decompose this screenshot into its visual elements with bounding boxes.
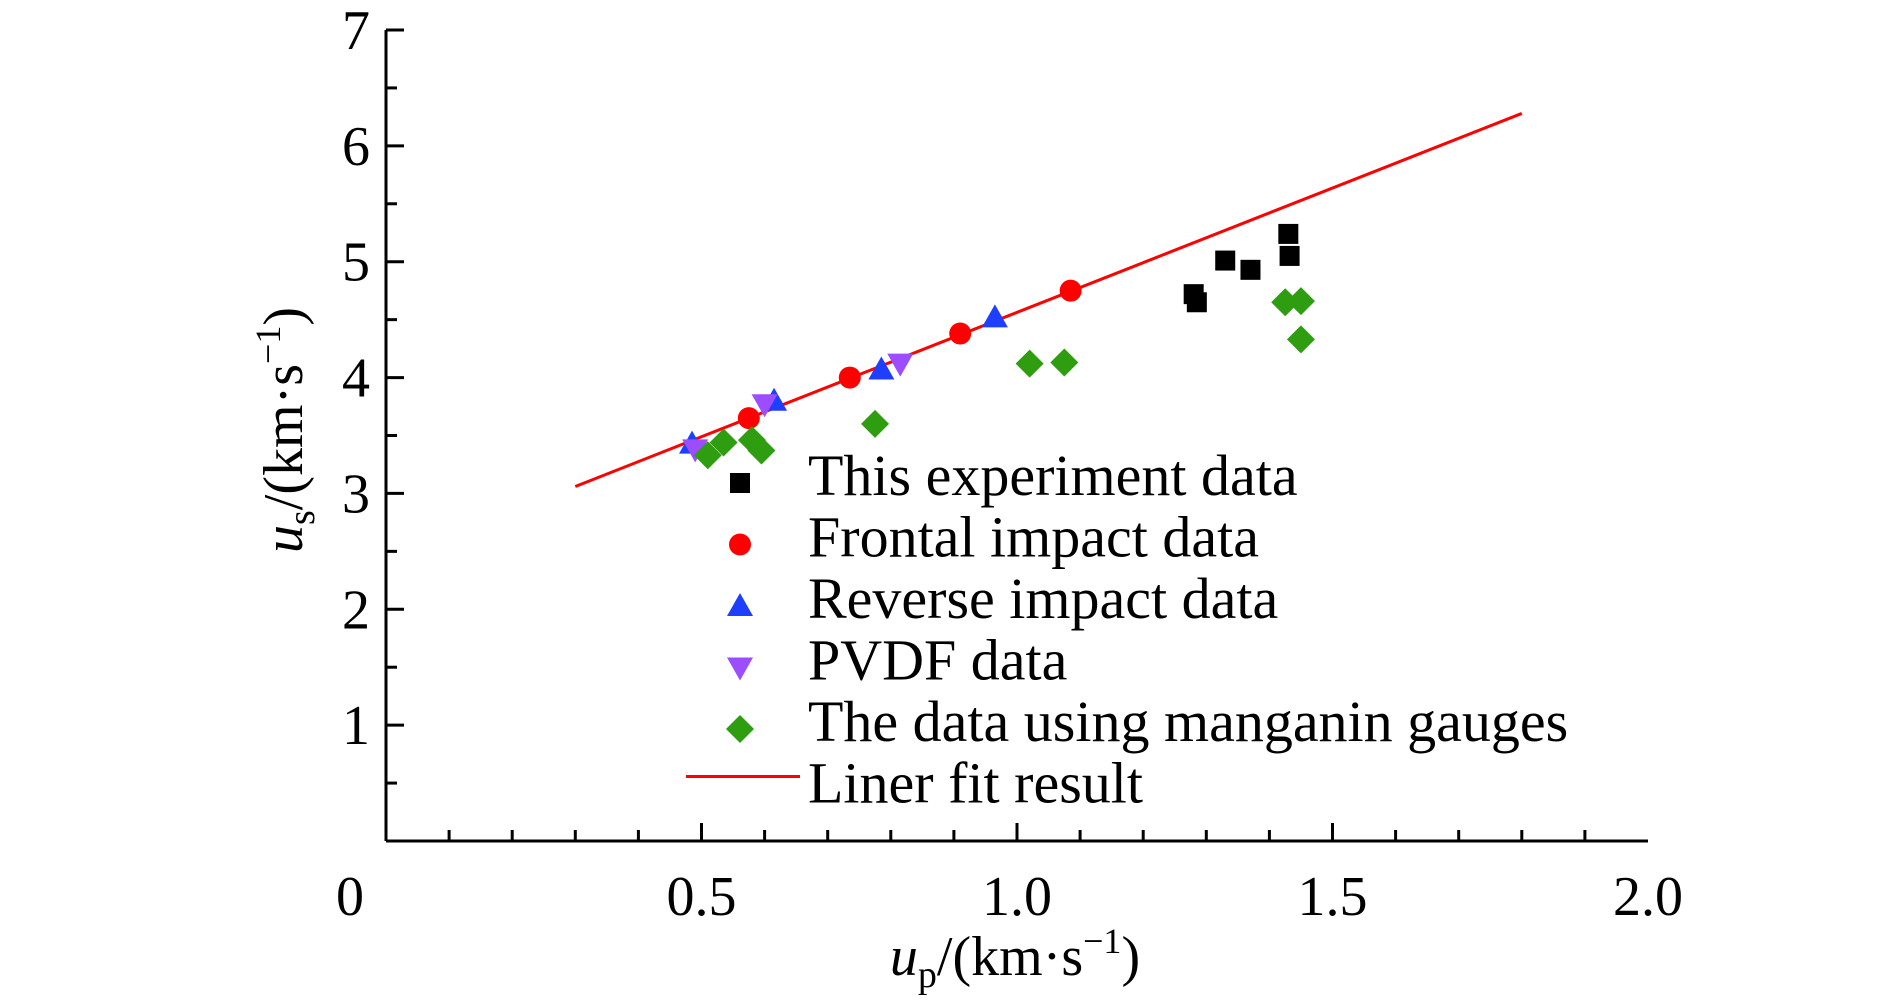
y-tick-label: 7 bbox=[342, 0, 370, 62]
point-series-4-9 bbox=[1286, 325, 1315, 354]
legend-symbol bbox=[729, 533, 751, 556]
point-series-1-0 bbox=[737, 407, 760, 430]
y-axis-title: us/(km·s−1) bbox=[248, 307, 323, 553]
x-axis-title: up/(km·s−1) bbox=[890, 921, 1140, 996]
fit-layer bbox=[574, 112, 1523, 488]
legend-symbol bbox=[727, 593, 753, 616]
y-tick-label: 5 bbox=[342, 232, 370, 294]
point-series-3-1 bbox=[751, 394, 778, 418]
legend-label: This experiment data bbox=[808, 443, 1298, 508]
point-series-0-4 bbox=[1278, 223, 1299, 244]
point-series-3-0 bbox=[682, 439, 709, 463]
point-series-4-3 bbox=[747, 436, 776, 465]
point-series-4-8 bbox=[1286, 287, 1315, 316]
x-tick-label: 2.0 bbox=[1613, 866, 1683, 928]
x-tick-label: 1.0 bbox=[982, 866, 1052, 928]
point-series-4-5 bbox=[1015, 349, 1044, 378]
point-series-4-1 bbox=[709, 428, 738, 457]
marker-layer bbox=[679, 223, 1315, 470]
point-series-0-1 bbox=[1186, 292, 1207, 313]
point-series-2-3 bbox=[981, 304, 1008, 328]
legend-label: Frontal impact data bbox=[808, 505, 1259, 570]
point-series-4-4 bbox=[861, 409, 890, 438]
point-series-0-3 bbox=[1240, 259, 1261, 280]
x-tick-label: 0 bbox=[336, 866, 364, 928]
point-series-2-2 bbox=[868, 356, 895, 380]
y-tick-label: 3 bbox=[342, 463, 370, 525]
y-tick-label: 2 bbox=[342, 579, 370, 641]
point-series-1-1 bbox=[838, 366, 861, 389]
x-tick-label: 0.5 bbox=[667, 866, 737, 928]
legend-symbol bbox=[730, 473, 750, 493]
legend-symbol bbox=[726, 715, 754, 743]
y-tick-label: 1 bbox=[342, 695, 370, 757]
legend-label: PVDF data bbox=[808, 628, 1067, 693]
point-series-0-2 bbox=[1215, 250, 1236, 271]
legend-label: The data using manganin gauges bbox=[808, 689, 1568, 754]
y-tick-label: 4 bbox=[342, 348, 370, 410]
axes: 0 0.5 1.0 1.5 2.0 1 2 3 4 5 6 7 bbox=[336, 0, 1683, 928]
legend-label: Liner fit result bbox=[808, 751, 1143, 816]
point-series-0-5 bbox=[1279, 245, 1300, 266]
point-series-1-2 bbox=[949, 322, 972, 345]
point-series-4-7 bbox=[1271, 288, 1300, 317]
x-tick-label: 1.5 bbox=[1298, 866, 1368, 928]
point-series-4-6 bbox=[1050, 348, 1079, 377]
point-series-3-2 bbox=[887, 353, 914, 377]
point-series-4-0 bbox=[693, 441, 722, 470]
point-series-1-3 bbox=[1059, 279, 1082, 302]
legend-label: Reverse impact data bbox=[808, 566, 1278, 631]
y-tick-label: 6 bbox=[342, 116, 370, 178]
legend-symbol bbox=[727, 657, 753, 681]
fit-line bbox=[574, 112, 1523, 488]
